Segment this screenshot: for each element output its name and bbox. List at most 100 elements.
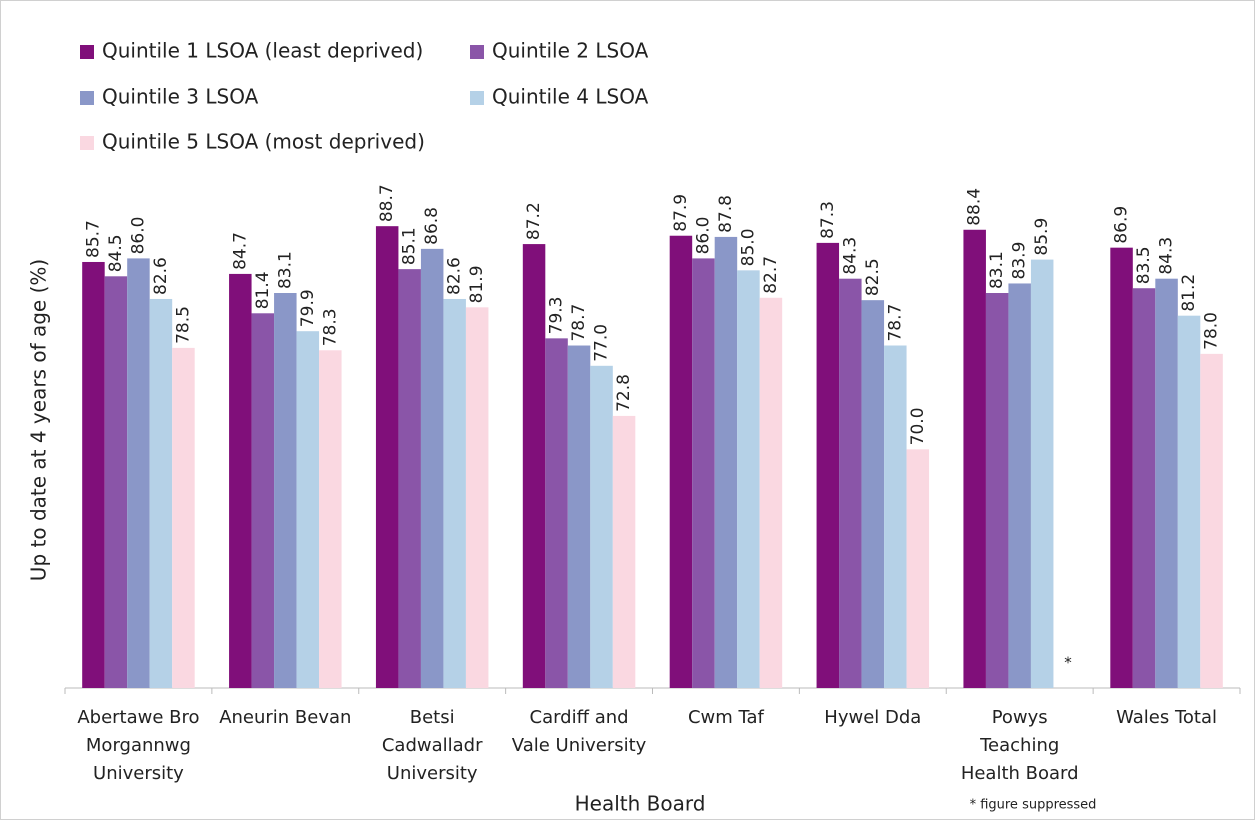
bar: [149, 298, 173, 688]
bar: [1177, 315, 1201, 688]
bar: [612, 415, 636, 688]
data-label: 88.7: [377, 184, 397, 222]
data-label: 83.5: [1134, 246, 1154, 284]
bar: [816, 242, 840, 689]
bar: [443, 298, 466, 688]
data-label: 85.7: [83, 220, 103, 258]
bar: [82, 261, 105, 688]
data-label: 84.5: [106, 234, 126, 272]
data-label: 88.4: [965, 188, 985, 226]
data-label: 83.1: [987, 251, 1007, 289]
data-label: 87.2: [524, 202, 544, 240]
data-label: 86.9: [1112, 206, 1132, 244]
bar: [251, 313, 275, 688]
data-label: 78.7: [569, 304, 589, 342]
data-label: 82.5: [863, 258, 883, 296]
x-tick-label: Aneurin Bevan: [219, 707, 352, 728]
x-tick-label: Abertawe Bro Morgannwg University: [77, 707, 200, 784]
bar: [104, 276, 128, 688]
bar: [420, 248, 444, 688]
legend-swatch: [80, 91, 94, 105]
suppressed-marker: *: [1064, 654, 1072, 672]
bar: [1030, 259, 1054, 688]
bar: [545, 338, 568, 688]
data-label: 78.0: [1202, 312, 1222, 350]
bar: [590, 365, 613, 688]
data-label: 83.9: [1010, 242, 1030, 280]
legend-swatch: [470, 91, 484, 105]
legend-swatch: [470, 45, 484, 59]
bar: [172, 347, 195, 688]
legend-label: Quintile 3 LSOA: [102, 85, 259, 109]
data-label: 77.0: [592, 324, 612, 362]
bar: [1110, 247, 1133, 688]
legend-label: Quintile 4 LSOA: [492, 85, 649, 109]
data-label: 81.9: [467, 265, 487, 303]
bar: [398, 269, 421, 688]
x-tick-label: Cwm Taf: [687, 707, 764, 728]
bar: [737, 270, 760, 688]
data-label: 86.8: [422, 207, 442, 245]
data-label: 87.3: [818, 201, 838, 239]
bar: [1008, 283, 1031, 688]
data-label: 78.3: [320, 308, 340, 346]
data-label: 78.7: [885, 304, 905, 342]
x-tick-label: Powys Teaching Health Board: [960, 707, 1079, 784]
data-label: 85.9: [1032, 218, 1052, 256]
x-axis-title: Health Board: [575, 792, 706, 816]
data-label: 81.2: [1179, 274, 1199, 312]
x-tick-label: Wales Total: [1116, 707, 1217, 728]
bar: [522, 244, 546, 688]
bar: [296, 331, 320, 688]
data-label: 70.0: [908, 407, 928, 445]
data-label: 79.3: [547, 296, 567, 334]
bar: [759, 297, 783, 688]
x-tick-label: Hywel Dda: [824, 707, 922, 728]
data-label: 87.8: [716, 195, 736, 233]
data-label: 85.0: [738, 228, 758, 266]
bar: [906, 449, 930, 688]
legend-swatch: [80, 136, 94, 150]
legend-label: Quintile 1 LSOA (least deprived): [102, 39, 423, 63]
data-label: 86.0: [128, 217, 148, 255]
footnote: * figure suppressed: [970, 798, 1097, 813]
data-label: 84.7: [230, 232, 250, 270]
bar: [861, 300, 885, 688]
bar: [692, 258, 715, 688]
bar: [127, 258, 150, 688]
bar: [274, 293, 297, 688]
x-tick-label: Cardiff and Vale University: [511, 707, 647, 756]
data-label: 82.6: [445, 257, 465, 295]
x-tick-label: Betsi Cadwalladr University: [381, 707, 483, 784]
data-label: 84.3: [840, 237, 860, 275]
bar: [1155, 278, 1178, 688]
data-label: 79.9: [298, 289, 318, 327]
bar: [669, 235, 693, 688]
data-label: 78.5: [173, 306, 193, 344]
data-label: 82.7: [761, 256, 781, 294]
bar: [1132, 288, 1156, 688]
bar: [375, 226, 399, 688]
bar: [985, 293, 1009, 688]
data-label: 85.1: [400, 227, 420, 265]
bar: [1200, 353, 1223, 688]
data-label: 87.9: [671, 194, 691, 232]
y-axis-title: Up to date at 4 years of age (%): [27, 259, 51, 581]
bar: [884, 345, 907, 688]
legend-label: Quintile 5 LSOA (most deprived): [102, 130, 425, 154]
data-label: 81.4: [253, 271, 273, 309]
data-label: 82.6: [151, 257, 171, 295]
data-label: 72.8: [614, 374, 634, 412]
legend-swatch: [80, 45, 94, 59]
bar: [319, 350, 342, 688]
bar: [465, 307, 489, 688]
bar: [714, 236, 738, 689]
bar: [839, 278, 862, 688]
bar: [963, 229, 986, 688]
data-label: 84.3: [1157, 237, 1177, 275]
bar: [229, 273, 252, 688]
data-label: 83.1: [275, 251, 295, 289]
legend-label: Quintile 2 LSOA: [492, 39, 649, 63]
